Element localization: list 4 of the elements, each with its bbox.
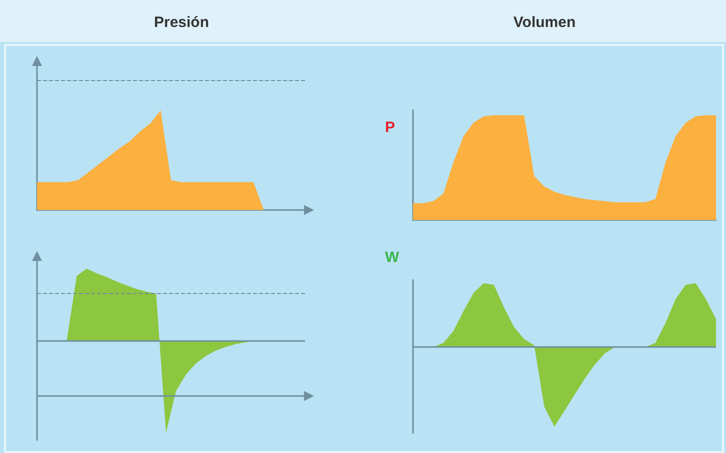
chart-title: Volumen <box>513 14 576 31</box>
chart-title: Presión <box>154 14 210 31</box>
y-axis-title: W <box>385 249 400 266</box>
y-axis-title: P <box>385 119 396 136</box>
